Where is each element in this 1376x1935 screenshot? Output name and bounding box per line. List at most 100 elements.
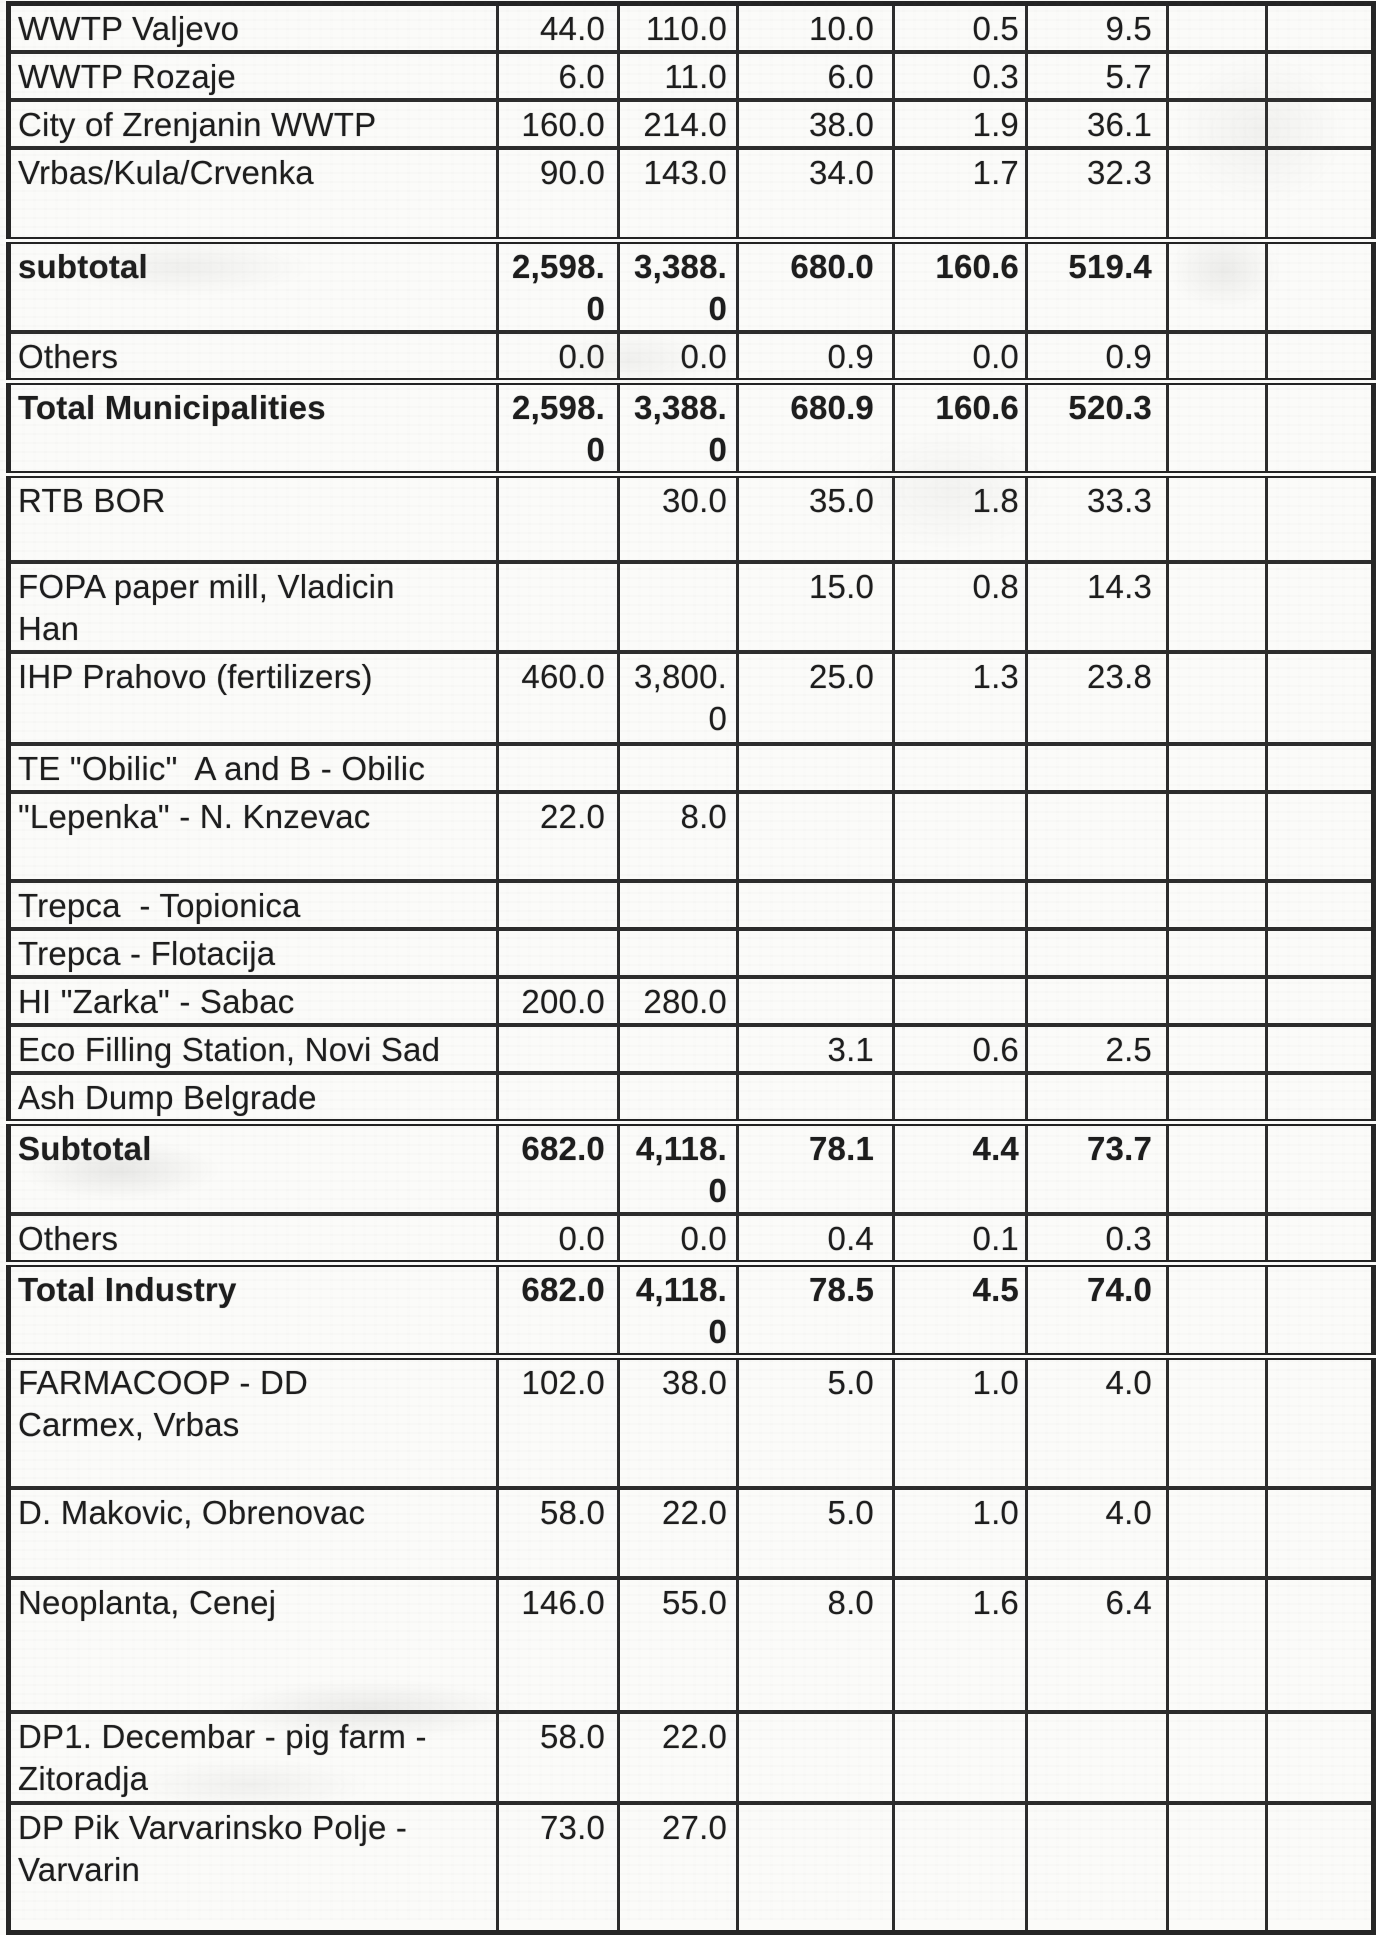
- empty-cell: [1265, 1485, 1375, 1579]
- value-cell: 73.7: [1025, 1119, 1169, 1216]
- empty-cell: [1265, 975, 1375, 1027]
- empty-cell: [1166, 98, 1268, 150]
- row-label: D. Makovic, Obrenovac: [7, 1485, 499, 1579]
- value-cell: 682.0: [496, 1260, 620, 1358]
- value-cell: 680.9: [736, 377, 895, 476]
- table-row: Trepca - Topionica: [7, 879, 1375, 931]
- value-cell: 2,598. 0: [496, 236, 620, 333]
- row-label: Trepca - Flotacija: [7, 927, 499, 979]
- value-cell: [617, 560, 739, 654]
- empty-cell: [1265, 1575, 1375, 1713]
- value-cell: [1025, 1071, 1169, 1124]
- value-cell: 5.7: [1025, 50, 1169, 102]
- value-cell: 30.0: [617, 470, 739, 564]
- empty-cell: [1166, 1, 1268, 54]
- row-label: WWTP Rozaje: [7, 50, 499, 102]
- empty-cell: [1265, 377, 1375, 476]
- row-label: FARMACOOP - DD Carmex, Vrbas: [7, 1353, 499, 1489]
- table-row: DP1. Decembar - pig farm - Zitoradja 58.0…: [7, 1709, 1375, 1804]
- value-cell: [496, 1071, 620, 1124]
- value-cell: [736, 742, 895, 794]
- value-cell: 11.0: [617, 50, 739, 102]
- value-cell: 4.4: [892, 1119, 1028, 1216]
- table-row: City of Zrenjanin WWTP 160.0 214.0 38.0 1.9 3…: [7, 98, 1375, 150]
- value-cell: 1.6: [892, 1575, 1028, 1713]
- empty-cell: [1265, 1260, 1375, 1358]
- value-cell: [736, 879, 895, 931]
- empty-cell: [1166, 1485, 1268, 1579]
- value-cell: 44.0: [496, 1, 620, 54]
- table-row: FARMACOOP - DD Carmex, Vrbas 102.0 38.0 5.0…: [7, 1353, 1375, 1489]
- table-row: DP Pik Varvarinsko Polje - Varvarin 73.0 2…: [7, 1800, 1375, 1934]
- value-cell: 6.0: [736, 50, 895, 102]
- value-cell: [892, 1071, 1028, 1124]
- empty-cell: [1166, 1353, 1268, 1489]
- value-cell: 78.5: [736, 1260, 895, 1358]
- empty-cell: [1265, 1212, 1375, 1265]
- value-cell: 33.3: [1025, 470, 1169, 564]
- value-cell: 55.0: [617, 1575, 739, 1713]
- value-cell: 520.3: [1025, 377, 1169, 476]
- value-cell: [1025, 975, 1169, 1027]
- value-cell: 38.0: [617, 1353, 739, 1489]
- value-cell: 10.0: [736, 1, 895, 54]
- empty-cell: [1166, 650, 1268, 746]
- empty-cell: [1265, 470, 1375, 564]
- value-cell: [892, 975, 1028, 1027]
- value-cell: 682.0: [496, 1119, 620, 1216]
- row-label: DP Pik Varvarinsko Polje - Varvarin: [7, 1800, 499, 1934]
- value-cell: 1.0: [892, 1353, 1028, 1489]
- value-cell: 35.0: [736, 470, 895, 564]
- value-cell: 0.1: [892, 1212, 1028, 1265]
- table-row: WWTP Rozaje 6.0 11.0 6.0 0.3 5.7: [7, 50, 1375, 102]
- value-cell: 1.8: [892, 470, 1028, 564]
- value-cell: 6.0: [496, 50, 620, 102]
- empty-cell: [1265, 1353, 1375, 1489]
- value-cell: [892, 879, 1028, 931]
- value-cell: 3,388. 0: [617, 236, 739, 333]
- value-cell: 4,118. 0: [617, 1260, 739, 1358]
- value-cell: 0.3: [892, 50, 1028, 102]
- table-row: Others 0.0 0.0 0.9 0.0 0.9: [7, 329, 1375, 383]
- empty-cell: [1265, 650, 1375, 746]
- empty-cell: [1265, 879, 1375, 931]
- row-label: Others: [7, 1212, 499, 1265]
- table-row: IHP Prahovo (fertilizers) 460.0 3,800. 0 25…: [7, 650, 1375, 746]
- value-cell: 0.0: [617, 1212, 739, 1265]
- value-cell: 146.0: [496, 1575, 620, 1713]
- table-row: FOPA paper mill, Vladicin Han 15.0 0.8 14.3: [7, 560, 1375, 654]
- value-cell: [617, 879, 739, 931]
- value-cell: [617, 1023, 739, 1075]
- empty-cell: [1166, 1071, 1268, 1124]
- value-cell: 8.0: [617, 790, 739, 883]
- row-label: Vrbas/Kula/Crvenka: [7, 146, 499, 242]
- value-cell: 5.0: [736, 1353, 895, 1489]
- value-cell: 0.5: [892, 1, 1028, 54]
- value-cell: 4,118. 0: [617, 1119, 739, 1216]
- value-cell: [736, 1071, 895, 1124]
- empty-cell: [1166, 329, 1268, 383]
- empty-cell: [1265, 98, 1375, 150]
- value-cell: [1025, 742, 1169, 794]
- value-cell: [892, 927, 1028, 979]
- value-cell: 160.6: [892, 377, 1028, 476]
- row-label: HI "Zarka" - Sabac: [7, 975, 499, 1027]
- row-label: Total Municipalities: [7, 377, 499, 476]
- value-cell: 6.4: [1025, 1575, 1169, 1713]
- table-row: RTB BOR 30.0 35.0 1.8 33.3: [7, 470, 1375, 564]
- empty-cell: [1265, 560, 1375, 654]
- value-cell: 160.6: [892, 236, 1028, 333]
- value-cell: 27.0: [617, 1800, 739, 1934]
- table-row: Vrbas/Kula/Crvenka 90.0 143.0 34.0 1.7 32.3: [7, 146, 1375, 242]
- value-cell: [617, 742, 739, 794]
- value-cell: [1025, 879, 1169, 931]
- row-label: IHP Prahovo (fertilizers): [7, 650, 499, 746]
- value-cell: [892, 742, 1028, 794]
- empty-cell: [1166, 1023, 1268, 1075]
- value-cell: 0.6: [892, 1023, 1028, 1075]
- value-cell: 78.1: [736, 1119, 895, 1216]
- empty-cell: [1166, 1800, 1268, 1934]
- value-cell: 25.0: [736, 650, 895, 746]
- value-cell: 519.4: [1025, 236, 1169, 333]
- value-cell: [1025, 1800, 1169, 1934]
